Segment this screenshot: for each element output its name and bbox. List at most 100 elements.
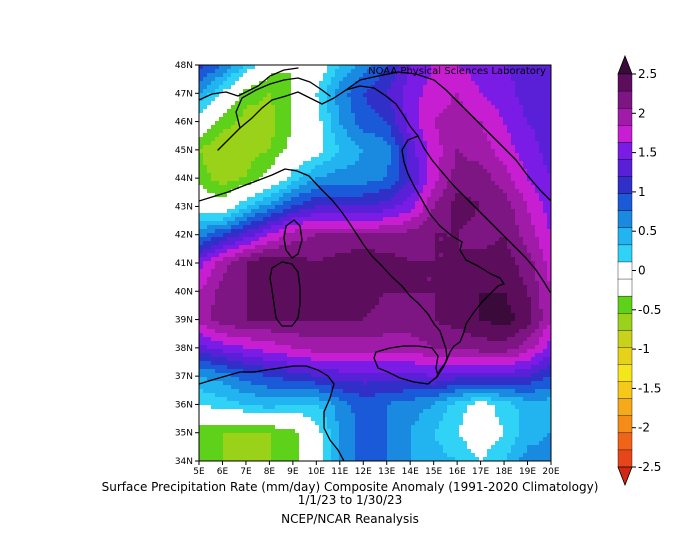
anomaly-cell [511,209,516,214]
anomaly-cell [399,173,404,178]
anomaly-cell [251,241,256,246]
anomaly-cell [523,81,528,86]
anomaly-cell [435,265,440,270]
anomaly-cell [539,169,544,174]
anomaly-cell [299,265,304,270]
anomaly-cell [531,169,536,174]
anomaly-cell [423,185,428,190]
anomaly-cell [479,285,484,290]
anomaly-cell [507,253,512,258]
anomaly-cell [303,225,308,230]
anomaly-cell [411,281,416,286]
anomaly-cell [443,77,448,82]
anomaly-cell [287,157,292,162]
anomaly-cell [239,237,244,242]
anomaly-cell [427,173,432,178]
anomaly-cell [423,97,428,102]
anomaly-cell [343,209,348,214]
anomaly-cell [371,221,376,226]
anomaly-cell [275,149,280,154]
anomaly-cell [419,269,424,274]
anomaly-cell [487,109,492,114]
anomaly-cell [271,205,276,210]
anomaly-cell [223,109,228,114]
anomaly-cell [375,85,380,90]
anomaly-cell [287,241,292,246]
anomaly-cell [291,225,296,230]
anomaly-cell [419,277,424,282]
anomaly-cell [231,125,236,130]
anomaly-cell [303,269,308,274]
anomaly-cell [323,129,328,134]
anomaly-cell [391,237,396,242]
anomaly-cell [535,117,540,122]
anomaly-cell [327,145,332,150]
anomaly-cell [323,289,328,294]
anomaly-cell [415,105,420,110]
anomaly-cell [507,261,512,266]
anomaly-cell [263,125,268,130]
anomaly-cell [231,113,236,118]
anomaly-cell [363,141,368,146]
anomaly-cell [507,137,512,142]
anomaly-cell [527,93,532,98]
anomaly-cell [379,281,384,286]
anomaly-cell [487,225,492,230]
anomaly-cell [347,209,352,214]
anomaly-cell [547,101,551,106]
anomaly-cell [355,221,360,226]
anomaly-cell [415,129,420,134]
anomaly-cell [539,225,544,230]
anomaly-cell [307,185,312,190]
anomaly-cell [515,125,520,130]
anomaly-cell [283,133,288,138]
anomaly-cell [491,85,496,90]
anomaly-cell [223,65,228,70]
anomaly-cell [287,285,292,290]
anomaly-cell [443,125,448,130]
anomaly-cell [295,73,300,78]
anomaly-cell [319,77,324,82]
anomaly-cell [359,65,364,70]
anomaly-cell [443,201,448,206]
anomaly-cell [503,181,508,186]
anomaly-cell [503,285,508,290]
anomaly-cell [263,81,268,86]
anomaly-cell [415,69,420,74]
anomaly-cell [403,209,408,214]
anomaly-cell [211,129,216,134]
anomaly-cell [535,165,540,170]
anomaly-cell [319,113,324,118]
anomaly-cell [251,249,256,254]
anomaly-cell [263,189,268,194]
anomaly-cell [359,277,364,282]
anomaly-cell [199,81,204,86]
anomaly-cell [399,105,404,110]
anomaly-cell [423,161,428,166]
anomaly-cell [391,165,396,170]
anomaly-cell [355,225,360,230]
anomaly-cell [267,161,272,166]
anomaly-cell [331,69,336,74]
anomaly-cell [547,245,551,250]
anomaly-cell [455,229,460,234]
anomaly-cell [367,233,372,238]
anomaly-cell [259,89,264,94]
anomaly-cell [387,105,392,110]
anomaly-cell [395,185,400,190]
anomaly-cell [471,121,476,126]
anomaly-cell [331,165,336,170]
anomaly-cell [203,205,208,210]
anomaly-cell [371,121,376,126]
anomaly-cell [247,133,252,138]
anomaly-cell [235,257,240,262]
anomaly-cell [439,205,444,210]
anomaly-cell [391,181,396,186]
anomaly-cell [463,133,468,138]
anomaly-cell [479,101,484,106]
anomaly-cell [415,65,420,70]
anomaly-cell [359,137,364,142]
anomaly-cell [343,173,348,178]
anomaly-cell [271,233,276,238]
anomaly-cell [487,177,492,182]
